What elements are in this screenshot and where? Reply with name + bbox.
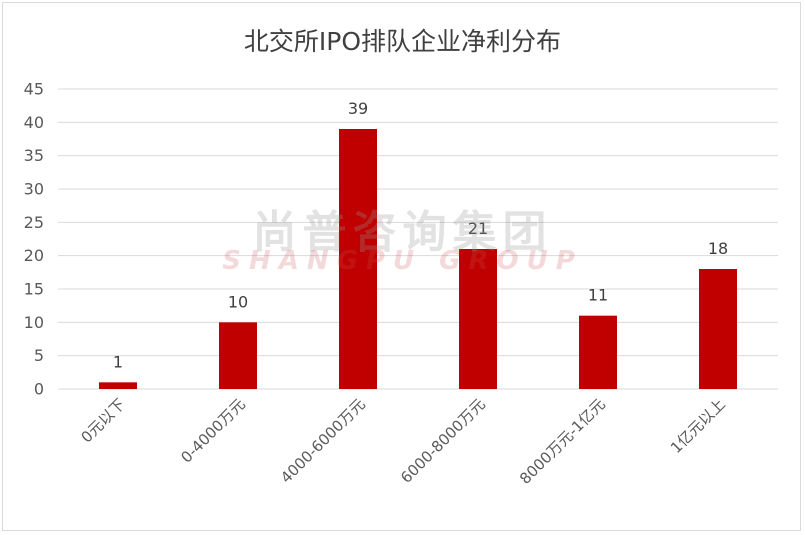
bar — [459, 249, 497, 389]
data-label: 1 — [113, 352, 123, 371]
bar — [699, 269, 737, 389]
y-tick-label: 20 — [24, 246, 44, 265]
y-tick-label: 40 — [24, 113, 44, 132]
y-tick-label: 35 — [24, 146, 44, 165]
data-label: 39 — [348, 99, 368, 118]
x-tick-label: 8000万元-1亿元 — [516, 395, 609, 488]
bar — [339, 129, 377, 389]
data-label: 11 — [588, 286, 608, 305]
chart-title: 北交所IPO排队企业净利分布 — [243, 27, 562, 56]
y-tick-label: 0 — [34, 380, 44, 399]
y-tick-label: 5 — [34, 346, 44, 365]
x-tick-label: 0元以下 — [78, 395, 129, 446]
bar — [579, 315, 617, 389]
y-tick-label: 10 — [24, 313, 44, 332]
watermark-cn: 尚普咨询集团 — [252, 207, 553, 258]
y-tick-label: 25 — [24, 213, 44, 232]
x-tick-label: 1亿元以上 — [667, 395, 729, 457]
data-label: 10 — [228, 292, 248, 311]
x-tick-label: 0-4000万元 — [177, 395, 249, 467]
bar — [99, 382, 137, 389]
x-tick-label: 6000-8000万元 — [397, 395, 489, 487]
data-label: 21 — [468, 219, 488, 238]
y-tick-label: 15 — [24, 280, 44, 299]
data-label: 18 — [708, 239, 728, 258]
y-tick-label: 45 — [24, 80, 44, 99]
bar — [219, 322, 257, 389]
y-tick-label: 30 — [24, 180, 44, 199]
x-tick-label: 4000-6000万元 — [277, 395, 369, 487]
watermark-en: SHANGPU GROUP — [222, 246, 583, 276]
